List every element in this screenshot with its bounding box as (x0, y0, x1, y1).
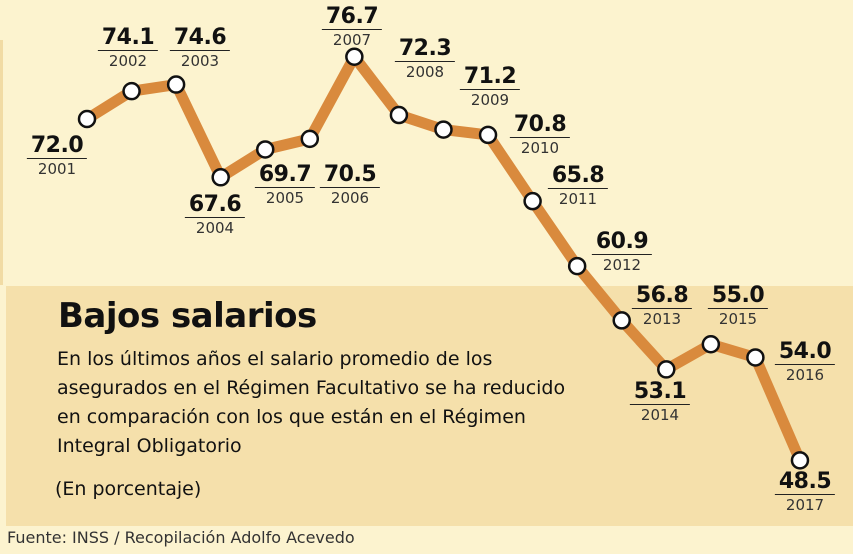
data-label-2012: 60.9 2012 (591, 230, 653, 275)
year-label: 2016 (785, 366, 825, 384)
value-label: 60.9 (591, 230, 653, 255)
value-label: 71.2 (459, 65, 521, 90)
data-point-2012 (567, 256, 587, 276)
year-label: 2010 (520, 139, 560, 157)
value-label: 55.0 (707, 284, 769, 309)
value-label: 72.0 (26, 134, 88, 159)
data-label-2014: 53.1 2014 (629, 380, 691, 425)
year-label: 2012 (602, 256, 642, 274)
data-label-2007: 76.7 2007 (321, 5, 383, 50)
year-label: 2002 (108, 52, 148, 70)
data-point-2005 (255, 140, 275, 159)
value-label: 48.5 (774, 470, 836, 495)
year-label: 2006 (330, 189, 370, 207)
value-label: 72.3 (394, 37, 456, 62)
value-label: 56.8 (631, 284, 693, 309)
source-note: Fuente: INSS / Recopilación Adolfo Aceve… (7, 528, 355, 547)
year-label: 2001 (37, 160, 77, 178)
data-label-2001: 72.0 2001 (26, 134, 88, 179)
text-band (6, 286, 853, 526)
data-point-2013 (612, 311, 631, 330)
value-label: 67.6 (184, 193, 246, 218)
data-label-2017: 48.5 2017 (774, 470, 836, 515)
data-point-2003 (166, 75, 186, 94)
value-label: 65.8 (547, 164, 609, 189)
data-label-2005: 69.7 2005 (254, 163, 316, 208)
year-label: 2004 (195, 219, 235, 237)
year-label: 2005 (265, 189, 305, 207)
data-point-2010 (478, 125, 498, 145)
year-label: 2014 (640, 406, 680, 424)
data-label-2006: 70.5 2006 (319, 163, 381, 208)
value-label: 76.7 (321, 5, 383, 30)
year-label: 2015 (718, 310, 758, 328)
year-label: 2013 (642, 310, 682, 328)
data-point-2016 (746, 348, 765, 367)
data-label-2011: 65.8 2011 (547, 164, 609, 209)
chart-title: Bajos salarios (58, 296, 317, 336)
value-label: 53.1 (629, 380, 691, 405)
data-point-2009 (434, 120, 453, 139)
value-label: 69.7 (254, 163, 316, 188)
data-label-2009: 71.2 2009 (459, 65, 521, 110)
data-point-2014 (657, 360, 676, 379)
year-label: 2007 (332, 31, 372, 49)
value-label: 74.1 (97, 26, 159, 51)
year-label: 2009 (470, 91, 510, 109)
data-point-2006 (300, 129, 320, 149)
data-label-2010: 70.8 2010 (509, 113, 571, 158)
value-label: 54.0 (774, 340, 836, 365)
left-strip (0, 40, 3, 285)
data-point-2001 (77, 109, 97, 129)
data-label-2016: 54.0 2016 (774, 340, 836, 385)
data-label-2003: 74.6 2003 (169, 26, 231, 71)
data-point-2004 (211, 168, 230, 187)
data-label-2008: 72.3 2008 (394, 37, 456, 82)
data-label-2004: 67.6 2004 (184, 193, 246, 238)
data-label-2013: 56.8 2013 (631, 284, 693, 329)
data-label-2015: 55.0 2015 (707, 284, 769, 329)
data-point-2011 (523, 191, 542, 211)
data-point-2017 (790, 451, 810, 470)
year-label: 2011 (558, 190, 598, 208)
value-label: 70.5 (319, 163, 381, 188)
data-point-2015 (701, 335, 721, 354)
chart-subtitle: En los últimos años el salario promedio … (57, 348, 566, 457)
unit-label: (En porcentaje) (55, 478, 202, 500)
data-label-2002: 74.1 2002 (97, 26, 159, 71)
data-point-2008 (389, 105, 409, 125)
data-point-2007 (345, 47, 364, 66)
year-label: 2003 (180, 52, 220, 70)
value-label: 74.6 (169, 26, 231, 51)
value-label: 70.8 (509, 113, 571, 138)
year-label: 2008 (405, 63, 445, 81)
data-point-2002 (122, 81, 141, 101)
year-label: 2017 (785, 496, 825, 514)
